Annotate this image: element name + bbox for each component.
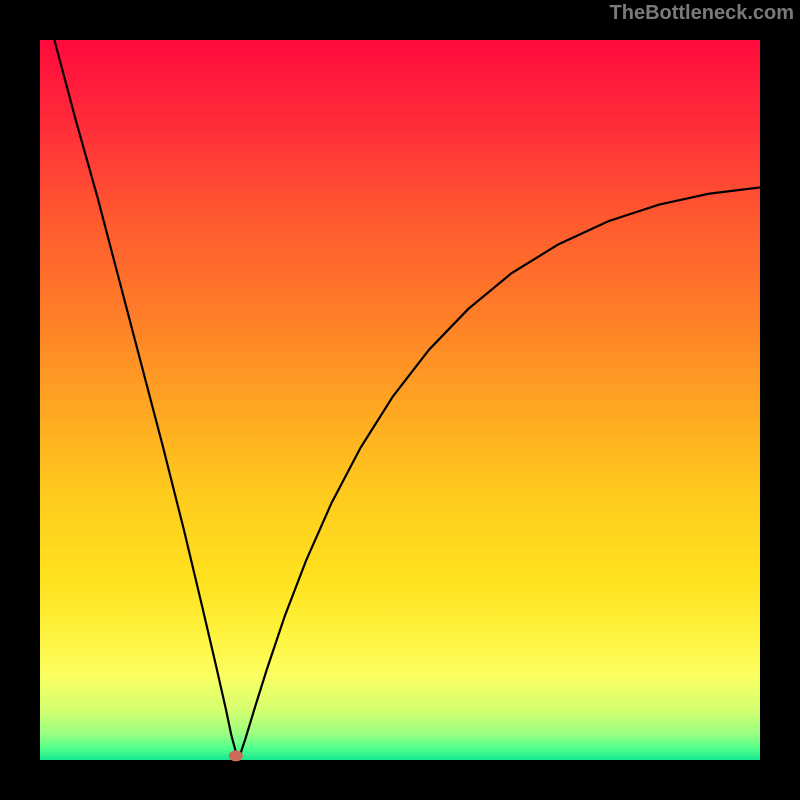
watermark: TheBottleneck.com [610, 2, 794, 25]
optimal-marker [229, 750, 243, 761]
plot-background [40, 40, 760, 760]
chart-container: TheBottleneck.com [0, 0, 800, 800]
bottleneck-curve-chart [0, 0, 800, 800]
